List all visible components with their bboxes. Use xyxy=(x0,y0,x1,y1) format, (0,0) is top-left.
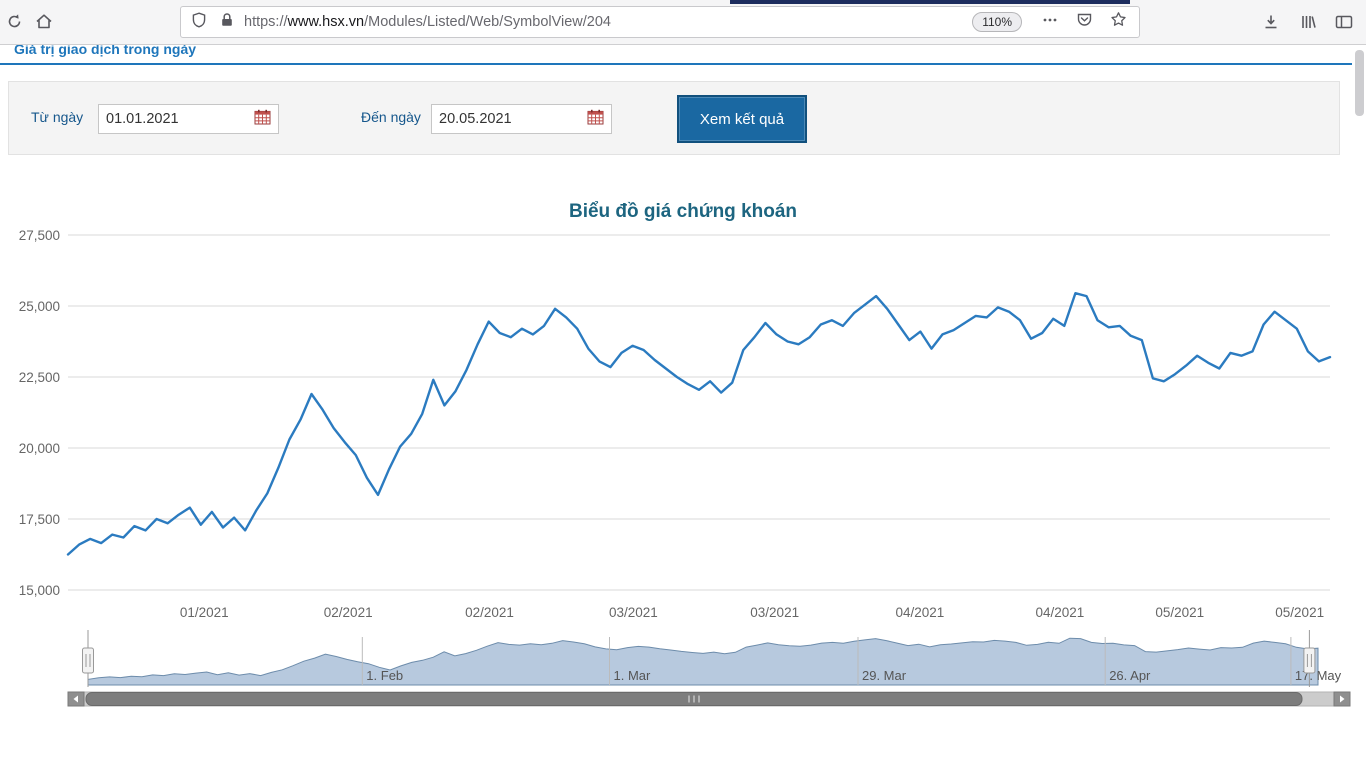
url-scheme: https:// xyxy=(244,14,288,30)
download-icon xyxy=(1265,15,1277,29)
tab-strip-fragment xyxy=(730,0,1130,4)
reload-button[interactable] xyxy=(6,13,23,35)
pocket-icon xyxy=(1077,13,1092,26)
to-date-value: 20.05.2021 xyxy=(439,111,512,127)
tab-gia-tri-giao-dich[interactable]: Giá trị giao dịch trong ngày xyxy=(14,45,196,63)
from-date-label: Từ ngày xyxy=(31,109,84,125)
from-date-input[interactable]: 01.01.2021 xyxy=(98,104,279,134)
navigator-handles[interactable] xyxy=(82,630,1316,687)
navigator-area[interactable] xyxy=(87,637,1319,686)
url-domain: www.hsx.vn xyxy=(287,14,365,30)
svg-text:02/2021: 02/2021 xyxy=(465,605,514,620)
bookmark-button[interactable] xyxy=(1110,11,1127,33)
svg-text:05/2021: 05/2021 xyxy=(1155,605,1204,620)
downloads-button[interactable] xyxy=(1262,13,1280,36)
home-icon xyxy=(36,14,52,29)
url-text[interactable]: https://www.hsx.vn/Modules/Listed/Web/Sy… xyxy=(244,14,611,30)
library-button[interactable] xyxy=(1299,13,1317,36)
to-date-label: Đến ngày xyxy=(361,109,421,125)
date-filter-panel: Từ ngày 01.01.2021 Đến ngày 20.05.2021 xyxy=(8,81,1340,155)
view-results-button[interactable]: Xem kết quả xyxy=(677,95,807,143)
svg-text:03/2021: 03/2021 xyxy=(609,605,658,620)
page-scrollbar-thumb[interactable] xyxy=(1355,50,1364,116)
reload-icon xyxy=(8,14,21,28)
navigator-handle-right[interactable] xyxy=(1303,630,1316,687)
page-actions-button[interactable] xyxy=(1042,12,1058,33)
calendar-icon[interactable] xyxy=(254,109,271,129)
svg-text:03/2021: 03/2021 xyxy=(750,605,799,620)
lock-icon[interactable] xyxy=(220,12,234,33)
svg-text:22,500: 22,500 xyxy=(19,370,60,385)
stock-price-chart: 27,500 25,000 22,500 20,000 17,500 15,000 01/… xyxy=(19,228,1351,707)
svg-text:04/2021: 04/2021 xyxy=(895,605,944,620)
to-date-input[interactable]: 20.05.2021 xyxy=(431,104,612,134)
chart-scrollbar[interactable] xyxy=(67,691,1351,707)
svg-text:05/2021: 05/2021 xyxy=(1275,605,1324,620)
svg-text:04/2021: 04/2021 xyxy=(1035,605,1084,620)
navigator-handle-left[interactable] xyxy=(82,630,94,687)
svg-text:26. Apr: 26. Apr xyxy=(1109,668,1151,683)
active-tab-underline xyxy=(0,63,1352,65)
svg-text:17,500: 17,500 xyxy=(19,512,60,527)
pocket-button[interactable] xyxy=(1076,11,1093,33)
url-bar[interactable]: https://www.hsx.vn/Modules/Listed/Web/Sy… xyxy=(180,6,1140,38)
svg-text:17. May: 17. May xyxy=(1295,668,1342,683)
url-path: /Modules/Listed/Web/SymbolView/204 xyxy=(364,14,611,30)
svg-text:02/2021: 02/2021 xyxy=(324,605,373,620)
chart-gridlines xyxy=(68,234,1330,591)
home-button[interactable] xyxy=(35,13,53,35)
calendar-icon[interactable] xyxy=(587,109,604,129)
svg-text:15,000: 15,000 xyxy=(19,583,60,598)
tab-label: Giá trị giao dịch trong ngày xyxy=(14,45,197,57)
svg-text:1. Feb: 1. Feb xyxy=(366,668,403,683)
ellipsis-icon xyxy=(1043,18,1057,21)
svg-text:01/2021: 01/2021 xyxy=(180,605,229,620)
bookmark-star-icon xyxy=(1111,12,1126,26)
svg-text:20,000: 20,000 xyxy=(19,441,60,456)
browser-toolbar: https://www.hsx.vn/Modules/Listed/Web/Sy… xyxy=(0,0,1366,45)
x-axis-labels: 01/2021 02/2021 02/2021 03/2021 03/2021 04/20… xyxy=(180,605,1324,620)
tracking-protection-shield-icon[interactable] xyxy=(191,11,207,33)
svg-text:1. Mar: 1. Mar xyxy=(614,668,652,683)
svg-text:27,500: 27,500 xyxy=(19,228,60,243)
zoom-level-badge[interactable]: 110% xyxy=(972,12,1022,32)
price-line-series[interactable] xyxy=(66,291,1332,556)
y-axis-labels: 27,500 25,000 22,500 20,000 17,500 15,000 xyxy=(19,228,60,598)
sidebar-button[interactable] xyxy=(1335,14,1353,35)
svg-text:25,000: 25,000 xyxy=(19,299,60,314)
sidebar-icon xyxy=(1335,15,1353,29)
from-date-value: 01.01.2021 xyxy=(106,111,179,127)
chart-title: Biểu đồ giá chứng khoán xyxy=(568,201,798,222)
svg-text:29. Mar: 29. Mar xyxy=(862,668,907,683)
library-icon xyxy=(1302,16,1316,28)
